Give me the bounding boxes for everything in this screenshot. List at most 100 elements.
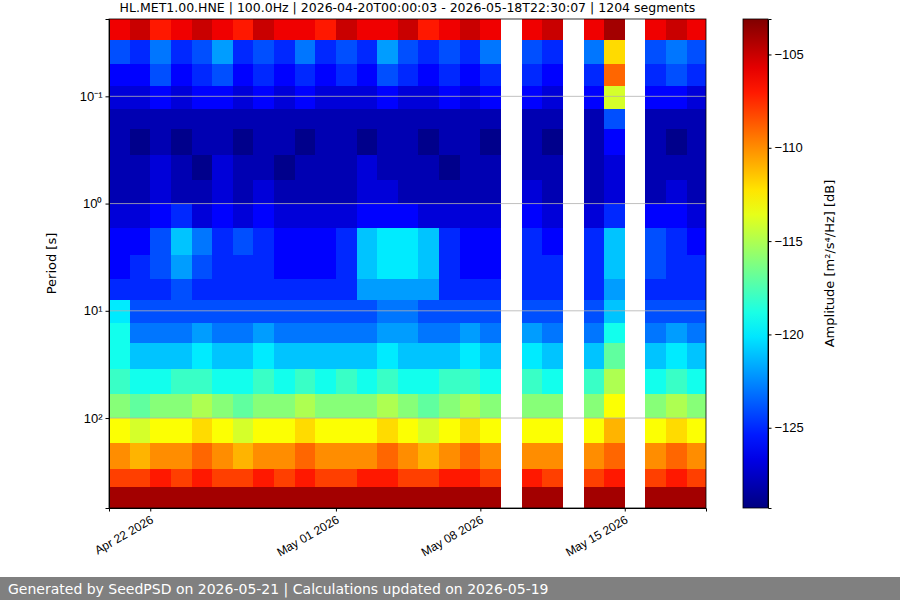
cell (604, 109, 625, 130)
cell (687, 343, 706, 370)
cell (377, 323, 398, 344)
cell (666, 443, 687, 470)
x-tick-label: May 15 2026 (563, 512, 630, 559)
cell (130, 129, 151, 156)
cell (584, 255, 605, 279)
cell (150, 204, 171, 229)
cell (357, 228, 378, 255)
cell (522, 86, 543, 109)
cell (130, 369, 151, 395)
cell (357, 343, 378, 370)
cell (109, 300, 130, 323)
cell (645, 109, 666, 130)
footer-bar (0, 577, 900, 600)
cell (192, 300, 213, 323)
cell (109, 279, 130, 301)
cell (233, 343, 254, 370)
cell (274, 86, 295, 109)
cell (522, 109, 543, 130)
cell (171, 109, 192, 130)
cell (542, 394, 563, 418)
cell (522, 180, 543, 204)
cell (212, 279, 233, 301)
cell (377, 228, 398, 255)
cell (336, 204, 357, 229)
cell (253, 109, 274, 130)
cell (418, 255, 439, 279)
cell (109, 228, 130, 255)
cell (192, 86, 213, 109)
cell (604, 418, 625, 443)
x-tick-mark (150, 508, 151, 512)
cell (274, 155, 295, 181)
cell (460, 109, 481, 130)
cell (295, 343, 316, 370)
cell (439, 155, 460, 181)
cells (109, 19, 706, 508)
y-axis-line (106, 20, 110, 509)
cell (192, 255, 213, 279)
cell (687, 155, 706, 181)
cell (336, 469, 357, 487)
cell (357, 40, 378, 64)
cell (522, 228, 543, 255)
colorbar-tick-mark (768, 148, 772, 149)
cell (418, 443, 439, 470)
colorbar-tick-label: −125 (775, 420, 804, 435)
cell (295, 228, 316, 255)
cell (480, 86, 501, 109)
cell (377, 180, 398, 204)
cell (687, 369, 706, 395)
colorbar-tick: −105 (768, 47, 804, 62)
cell (212, 323, 233, 344)
cell (584, 86, 605, 109)
cell (604, 369, 625, 395)
x-tick: May 08 2026 (419, 508, 486, 559)
cell (418, 19, 439, 41)
cell (212, 418, 233, 443)
cell (542, 40, 563, 64)
cell (522, 279, 543, 301)
cell (212, 19, 233, 41)
cell (377, 300, 398, 323)
cell (460, 204, 481, 229)
footer: Generated by SeedPSD on 2026-05-21 | Cal… (8, 581, 549, 598)
cell (666, 180, 687, 204)
cell (150, 443, 171, 470)
cell (439, 418, 460, 443)
cell (315, 255, 336, 279)
cell (336, 228, 357, 255)
y-axis-title: Period [s] (44, 233, 59, 295)
colorbar-tick-mark (768, 54, 772, 55)
cell (604, 155, 625, 181)
cell (233, 204, 254, 229)
cell (542, 255, 563, 279)
cell (109, 394, 130, 418)
y-tick-label: 10⁰ (83, 196, 102, 211)
cell (480, 394, 501, 418)
cell (274, 180, 295, 204)
cell (295, 64, 316, 86)
y-axis: 10⁻¹10⁰10¹10² (80, 20, 110, 509)
grid (109, 96, 706, 418)
cell (171, 40, 192, 64)
cell (253, 255, 274, 279)
cell (604, 343, 625, 370)
cell (542, 204, 563, 229)
cell (645, 369, 666, 395)
cell (150, 64, 171, 86)
cell (522, 129, 543, 156)
cell (542, 109, 563, 130)
cell (274, 369, 295, 395)
cell (377, 64, 398, 86)
cell (398, 443, 419, 470)
cell (233, 180, 254, 204)
cell (274, 279, 295, 301)
cell (542, 343, 563, 370)
cell (377, 487, 398, 508)
cell (233, 443, 254, 470)
cell (542, 300, 563, 323)
cell (522, 323, 543, 344)
grid-line (109, 418, 706, 419)
cell (687, 64, 706, 86)
